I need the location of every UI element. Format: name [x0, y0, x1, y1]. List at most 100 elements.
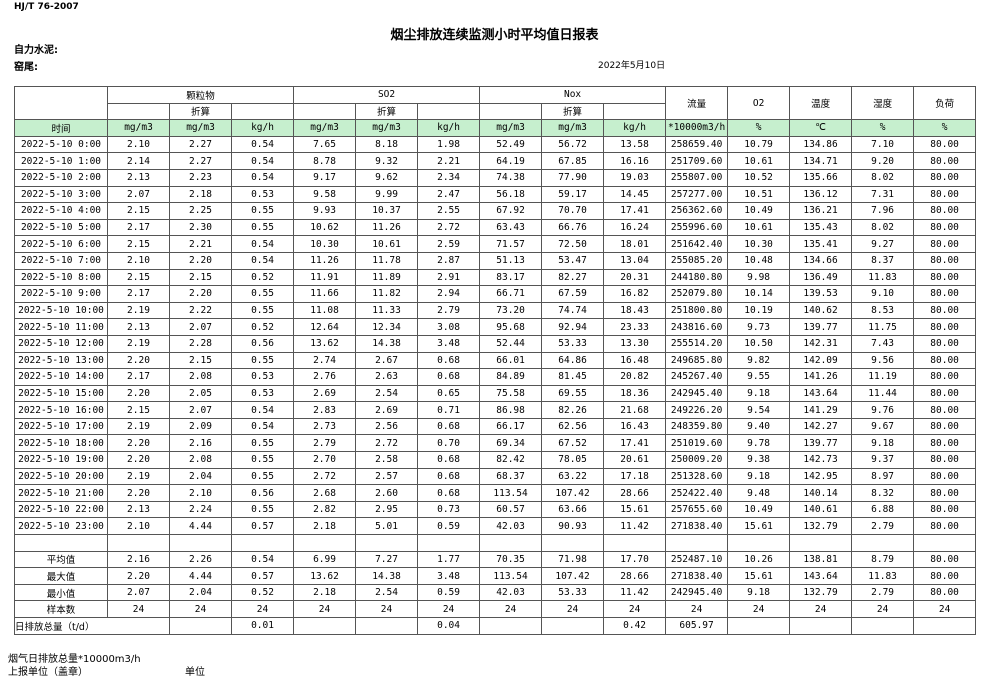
cell: 10.61 — [355, 235, 419, 253]
cell: 2.67 — [355, 351, 419, 370]
cell: 0.68 — [417, 417, 481, 436]
cell: 2.10 — [107, 135, 170, 154]
cell: 92.94 — [541, 318, 605, 336]
cell: 10.52 — [727, 168, 791, 187]
cell: 143.64 — [789, 567, 853, 585]
cell: 0.56 — [230, 484, 295, 502]
cell: 51.13 — [479, 251, 543, 270]
cell: 66.71 — [479, 285, 543, 303]
unit-header: kg/h — [230, 119, 295, 137]
cell: 2.24 — [169, 500, 232, 519]
cell: 2.10 — [107, 517, 170, 536]
cell: 24 — [789, 600, 853, 618]
cell: 251328.60 — [665, 467, 729, 486]
cell: 2.76 — [293, 368, 357, 386]
cell: 135.41 — [789, 235, 853, 253]
cell: 24 — [603, 600, 667, 618]
cell: 142.09 — [789, 351, 853, 370]
unit-header: mg/m3 — [169, 119, 232, 137]
cell: 67.52 — [541, 434, 605, 453]
cell: 67.59 — [541, 285, 605, 303]
unit-header: % — [727, 119, 791, 137]
cell: 24 — [417, 600, 481, 618]
cell: 80.00 — [913, 168, 977, 187]
blank-cell — [727, 617, 791, 635]
cell: 0.54 — [230, 417, 295, 436]
cell: 8.02 — [851, 168, 915, 187]
cell: 2.54 — [355, 384, 419, 403]
cell: 2.15 — [107, 235, 170, 253]
cell: 0.68 — [417, 368, 481, 386]
cell: 80.00 — [913, 451, 977, 469]
column-header: 负荷 — [913, 85, 977, 121]
cell: 70.70 — [541, 202, 605, 220]
footer-unit: 单位 — [185, 667, 205, 678]
cell: 2022-5-10 23:00 — [14, 517, 108, 536]
cell: 2022-5-10 0:00 — [14, 135, 108, 154]
cell: 24 — [727, 600, 791, 618]
cell: 0.55 — [230, 351, 295, 370]
cell: 2.19 — [107, 334, 170, 353]
cell: 2022-5-10 5:00 — [14, 218, 108, 237]
cell: 0.57 — [230, 567, 295, 585]
cell: 11.33 — [355, 301, 419, 320]
cell: 2.07 — [107, 583, 170, 602]
blank-cell — [851, 617, 915, 635]
cell: 0.01 — [230, 617, 295, 635]
blank-cell — [789, 617, 853, 635]
cell: 80.00 — [913, 351, 977, 370]
sub-header: 折算 — [355, 102, 419, 121]
cell: 0.54 — [230, 235, 295, 253]
cell: 66.76 — [541, 218, 605, 237]
cell: 11.83 — [851, 268, 915, 287]
total-row: 日排放总量（t/d） 0.01 0.04 0.42 605.97 — [14, 617, 977, 635]
cell: 251642.40 — [665, 235, 729, 253]
cell: 7.10 — [851, 135, 915, 154]
cell: 6.99 — [293, 550, 357, 569]
cell: 9.18 — [727, 467, 791, 486]
blank-cell — [169, 617, 232, 635]
unit-header: mg/m3 — [107, 119, 170, 137]
cell: 80.00 — [913, 434, 977, 453]
cell: 2.30 — [169, 218, 232, 237]
cell: 0.55 — [230, 451, 295, 469]
cell: 0.68 — [417, 484, 481, 502]
cell: 80.00 — [913, 301, 977, 320]
company: 自力水泥: — [14, 45, 58, 56]
cell: 9.56 — [851, 351, 915, 370]
cell: 242945.40 — [665, 384, 729, 403]
summary-row: 样本数 24 24 24 24 24 24 24 24 24 24 24 24 24 24 — [14, 600, 977, 618]
cell: 3.48 — [417, 567, 481, 585]
cell: 60.57 — [479, 500, 543, 519]
cell: 2.26 — [169, 550, 232, 569]
cell: 11.82 — [355, 285, 419, 303]
cell: 0.68 — [417, 451, 481, 469]
blank-cell — [14, 85, 108, 121]
date: 2022年5月10日 — [598, 61, 666, 71]
cell: 2.18 — [293, 517, 357, 536]
cell: 258659.40 — [665, 135, 729, 154]
cell: 252422.40 — [665, 484, 729, 502]
blank-cell — [479, 617, 543, 635]
cell: 605.97 — [665, 617, 729, 635]
blank-cell — [293, 102, 357, 121]
cell: 2022-5-10 20:00 — [14, 467, 108, 486]
total-label: 日排放总量（t/d） — [14, 617, 170, 635]
cell: 2.94 — [417, 285, 481, 303]
cell: 81.45 — [541, 368, 605, 386]
cell: 0.54 — [230, 401, 295, 419]
cell: 9.20 — [851, 152, 915, 170]
cell: 255996.60 — [665, 218, 729, 237]
data-row: 2022-5-10 21:00 2.20 2.10 0.56 2.68 2.60 0.68 1… — [14, 484, 977, 502]
cell: 2.79 — [851, 583, 915, 602]
cell: 80.00 — [913, 567, 977, 585]
cell: 11.44 — [851, 384, 915, 403]
cell: 17.18 — [603, 467, 667, 486]
cell: 2022-5-10 9:00 — [14, 285, 108, 303]
cell: 2.09 — [169, 417, 232, 436]
unit-header: mg/m3 — [293, 119, 357, 137]
cell: 8.02 — [851, 218, 915, 237]
cell: 0.55 — [230, 285, 295, 303]
cell: 53.47 — [541, 251, 605, 270]
cell: 80.00 — [913, 285, 977, 303]
